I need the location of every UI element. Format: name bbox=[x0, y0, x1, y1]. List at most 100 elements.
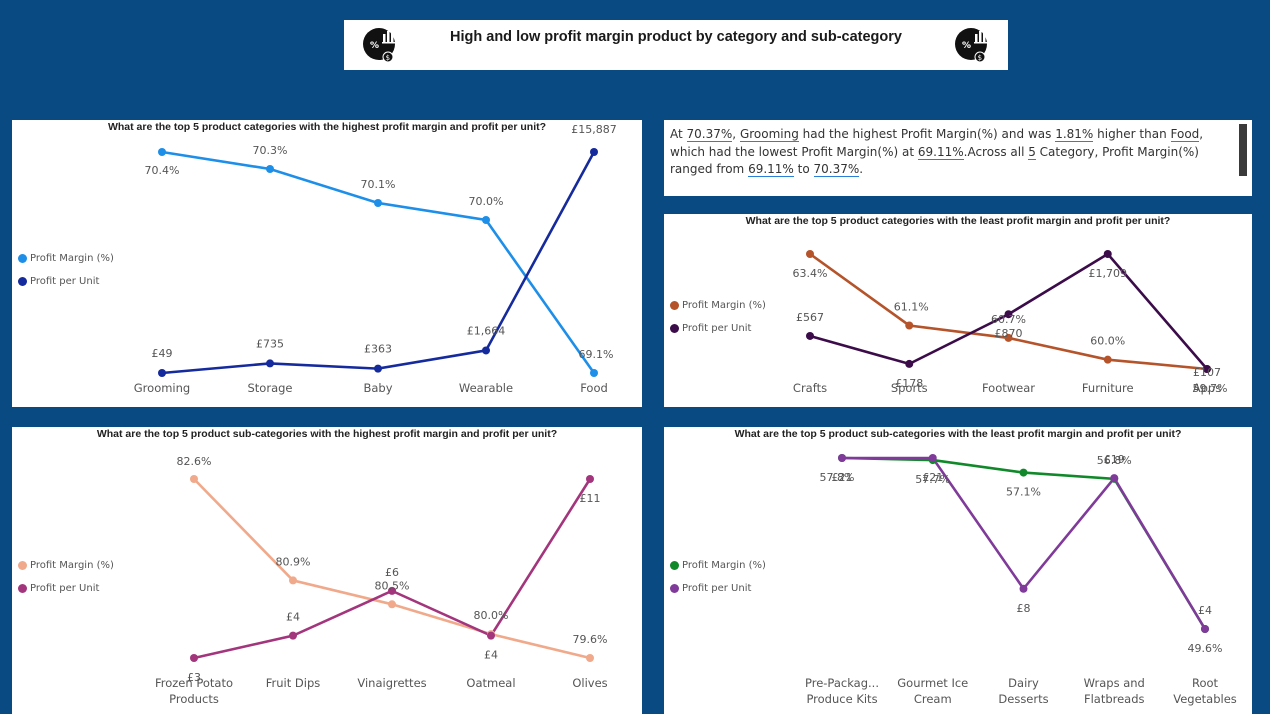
highlighted-value[interactable]: 5 bbox=[1028, 144, 1036, 160]
data-label: £15,887 bbox=[571, 123, 617, 136]
data-point[interactable] bbox=[289, 631, 297, 640]
legend-marker bbox=[18, 561, 27, 570]
summary-narrative: At 70.37%, Grooming had the highest Prof… bbox=[670, 126, 1236, 179]
x-tick-label: Wraps and Flatbreads bbox=[1084, 676, 1145, 706]
legend-item[interactable]: Profit per Unit bbox=[18, 270, 114, 293]
x-tick-label: Pre-Packag... Produce Kits bbox=[805, 676, 879, 706]
narrative-text: , bbox=[732, 127, 740, 141]
data-point[interactable] bbox=[1103, 355, 1112, 364]
highlighted-value[interactable]: 70.37% bbox=[686, 127, 733, 142]
legend-item[interactable]: Profit Margin (%) bbox=[670, 554, 766, 577]
legend-label: Profit Margin (%) bbox=[30, 253, 114, 264]
data-point[interactable] bbox=[158, 148, 166, 156]
data-point[interactable] bbox=[266, 359, 274, 368]
data-point[interactable] bbox=[905, 359, 914, 368]
data-label: £107 bbox=[1193, 366, 1221, 379]
data-point[interactable] bbox=[806, 331, 814, 340]
narrative-text: higher than bbox=[1093, 127, 1171, 141]
data-point[interactable] bbox=[190, 475, 198, 483]
legend-label: Profit Margin (%) bbox=[30, 560, 114, 571]
data-label: £1,709 bbox=[1089, 267, 1128, 280]
data-point[interactable] bbox=[374, 199, 382, 207]
data-label: £8 bbox=[1017, 602, 1031, 615]
x-tick-label: Baby bbox=[363, 381, 392, 395]
data-point[interactable] bbox=[388, 600, 396, 609]
x-tick-label: Storage bbox=[248, 381, 293, 395]
data-point[interactable] bbox=[1019, 468, 1028, 477]
data-point[interactable] bbox=[1004, 333, 1013, 342]
data-point[interactable] bbox=[388, 586, 396, 595]
legend-item[interactable]: Profit Margin (%) bbox=[670, 294, 766, 317]
chart-panel-least-categories: What are the top 5 product categories wi… bbox=[664, 214, 1252, 407]
data-label: £870 bbox=[995, 327, 1023, 340]
data-label: £567 bbox=[796, 311, 824, 324]
x-tick-label: Dairy Desserts bbox=[998, 676, 1048, 706]
chart-legend: Profit Margin (%) Profit per Unit bbox=[670, 554, 766, 600]
chart-legend: Profit Margin (%) Profit per Unit bbox=[18, 247, 114, 293]
data-point[interactable] bbox=[158, 369, 166, 377]
data-point[interactable] bbox=[1019, 584, 1028, 593]
line-chart: 82.6% 80.9% 80.5% 80.0% 79.6% £3 £4 £6 £4 £11 Froz… bbox=[155, 455, 608, 706]
legend-item[interactable]: Profit Margin (%) bbox=[18, 554, 114, 577]
highlighted-value[interactable]: Grooming bbox=[739, 127, 799, 142]
data-point[interactable] bbox=[838, 454, 846, 462]
data-label: £6 bbox=[385, 566, 399, 579]
data-point[interactable] bbox=[266, 165, 274, 173]
data-label: 70.3% bbox=[253, 144, 288, 157]
profit-chart-icon: % $ bbox=[363, 28, 395, 63]
data-point[interactable] bbox=[586, 654, 594, 662]
highlighted-value[interactable]: 1.81% bbox=[1055, 127, 1094, 142]
data-point[interactable] bbox=[482, 216, 490, 224]
data-label: 60.7% bbox=[991, 313, 1026, 326]
data-label: £21 bbox=[832, 471, 853, 484]
narrative-text: had the highest Profit Margin(%) and was bbox=[798, 127, 1056, 141]
data-label: 70.0% bbox=[469, 195, 504, 208]
scrollbar-thumb[interactable] bbox=[1239, 124, 1247, 176]
highlighted-value[interactable]: 70.37% bbox=[813, 162, 860, 177]
data-label: 80.5% bbox=[375, 579, 410, 592]
data-point[interactable] bbox=[487, 631, 495, 640]
data-label: £178 bbox=[895, 377, 923, 390]
data-point[interactable] bbox=[928, 454, 937, 462]
data-label: £3 bbox=[187, 671, 201, 684]
legend-label: Profit Margin (%) bbox=[682, 560, 766, 571]
data-label: £21 bbox=[922, 471, 943, 484]
data-label: 49.6% bbox=[1188, 642, 1223, 655]
narrative-text: At bbox=[670, 127, 687, 141]
data-point[interactable] bbox=[1110, 474, 1119, 483]
line-chart: 70.4% 70.3% 70.1% 70.0% 69.1% £49 £735 £363 £1,6… bbox=[134, 123, 617, 395]
svg-text:$: $ bbox=[978, 54, 982, 62]
narrative-text: .Across all bbox=[963, 144, 1029, 159]
data-point[interactable] bbox=[1004, 310, 1013, 319]
data-point[interactable] bbox=[482, 346, 490, 355]
line-chart: 63.4% 61.1% 60.7% 60.0% 59.7% £567 £178 £870 £1,… bbox=[793, 250, 1227, 395]
data-point[interactable] bbox=[590, 369, 598, 377]
legend-item[interactable]: Profit Margin (%) bbox=[18, 247, 114, 270]
legend-marker bbox=[18, 254, 27, 263]
data-point[interactable] bbox=[1201, 625, 1209, 633]
legend-item[interactable]: Profit per Unit bbox=[670, 317, 766, 340]
data-point[interactable] bbox=[586, 475, 594, 483]
legend-marker bbox=[670, 324, 679, 333]
highlighted-value[interactable]: Food bbox=[1170, 127, 1200, 142]
x-tick-label: Grooming bbox=[134, 381, 190, 395]
data-point[interactable] bbox=[190, 654, 198, 662]
data-point[interactable] bbox=[905, 321, 914, 330]
data-label: 57.7% bbox=[915, 473, 950, 486]
data-label: 61.1% bbox=[894, 300, 929, 313]
data-point[interactable] bbox=[1103, 250, 1112, 258]
narrative-text: to bbox=[793, 162, 814, 176]
legend-item[interactable]: Profit per Unit bbox=[670, 577, 766, 600]
highlighted-value[interactable]: 69.11% bbox=[917, 144, 964, 160]
legend-label: Profit per Unit bbox=[682, 323, 752, 334]
data-point[interactable] bbox=[1203, 365, 1211, 373]
data-point[interactable] bbox=[806, 250, 814, 258]
x-tick-label: Apps bbox=[1193, 381, 1221, 395]
highlighted-value[interactable]: 69.11% bbox=[748, 162, 794, 177]
data-label: 70.1% bbox=[361, 178, 396, 191]
data-point[interactable] bbox=[374, 364, 382, 373]
data-point[interactable] bbox=[289, 576, 297, 585]
legend-item[interactable]: Profit per Unit bbox=[18, 577, 114, 600]
chart-title: What are the top 5 product categories wi… bbox=[107, 121, 547, 133]
data-point[interactable] bbox=[590, 148, 598, 156]
